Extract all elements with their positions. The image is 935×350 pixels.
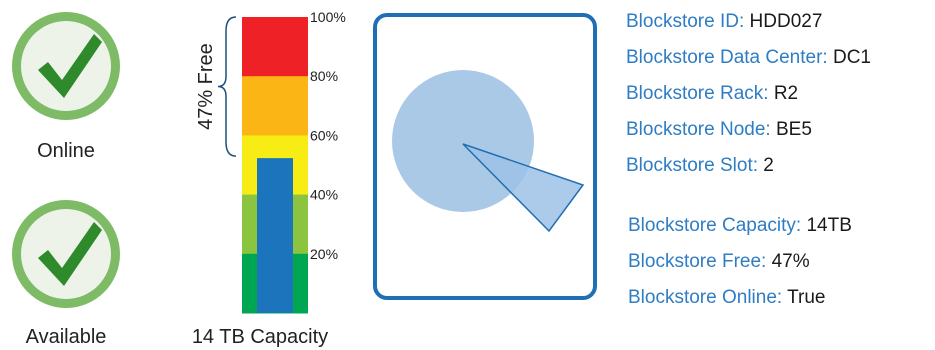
details-value: DC1	[832, 47, 871, 68]
check-icon	[12, 12, 120, 120]
drive-arm	[462, 143, 585, 233]
stats-key: Blockstore Free:	[628, 251, 767, 272]
available-status-icon	[10, 198, 122, 310]
details-key: Blockstore Slot:	[626, 155, 758, 176]
tick-label: 40%	[310, 187, 338, 203]
used-capacity-fill	[257, 158, 293, 313]
details-value: BE5	[775, 119, 812, 140]
details-value: 2	[763, 155, 774, 176]
tick-label: 80%	[310, 68, 338, 84]
details-key: Blockstore Data Center:	[626, 47, 828, 68]
details-key: Blockstore Node:	[626, 119, 771, 140]
tick-label: 20%	[310, 246, 338, 262]
details-row: Blockstore Slot: 2	[626, 155, 774, 177]
details-value: HDD027	[749, 11, 823, 32]
details-row: Blockstore Data Center: DC1	[626, 47, 871, 69]
capacity-band	[242, 76, 308, 136]
online-label: Online	[37, 140, 95, 162]
details-value: R2	[773, 83, 799, 104]
stats-value: True	[787, 287, 826, 308]
capacity-label: 14 TB Capacity	[192, 326, 328, 348]
stats-value: 47%	[771, 251, 810, 272]
hard-drive-icon	[373, 13, 597, 300]
capacity-gauge: 100% 80% 60% 40% 20% 47% Free 14 TB Capacity	[160, 0, 375, 350]
stats-row: Blockstore Capacity: 14TB	[628, 215, 852, 237]
capacity-band	[242, 17, 308, 77]
details-row: Blockstore Rack: R2	[626, 83, 798, 105]
free-percent-label: 47% Free	[195, 43, 217, 130]
check-icon	[12, 200, 120, 308]
stats-row: Blockstore Free: 47%	[628, 251, 810, 273]
tick-label: 100%	[310, 9, 346, 25]
stats-key: Blockstore Capacity:	[628, 215, 802, 236]
stats-key: Blockstore Online:	[628, 287, 783, 308]
tick-labels: 100% 80% 60% 40% 20%	[310, 9, 346, 262]
stats-value: 14TB	[806, 215, 852, 236]
stats-row: Blockstore Online: True	[628, 287, 826, 309]
details-key: Blockstore Rack:	[626, 83, 769, 104]
details-row: Blockstore ID: HDD027	[626, 11, 822, 33]
available-label: Available	[25, 326, 107, 348]
tick-label: 60%	[310, 127, 338, 143]
details-row: Blockstore Node: BE5	[626, 119, 812, 141]
details-key: Blockstore ID:	[626, 11, 745, 32]
free-brace	[217, 16, 237, 157]
online-status-icon	[10, 10, 122, 122]
